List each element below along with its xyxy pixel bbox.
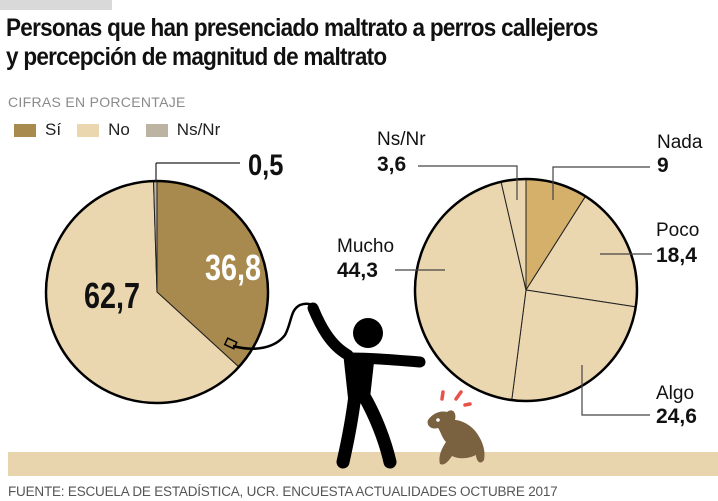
- label-poco-name: Poco: [656, 220, 699, 241]
- pie-chart-magnitude: [413, 177, 639, 403]
- label-nada-value: 9: [657, 154, 669, 177]
- legend: Sí No Ns/Nr: [14, 120, 236, 140]
- label-no-value: 62,7: [84, 275, 140, 316]
- leader-line-algo: [581, 365, 650, 416]
- legend-item-si: Sí: [14, 120, 61, 140]
- pie-outline: [413, 177, 639, 403]
- leader-line-ns-nr-right: [418, 165, 518, 200]
- legend-swatch-nsnr: [145, 123, 168, 137]
- legend-swatch-si: [14, 123, 36, 137]
- source-note: FUENTE: ESCUELA DE ESTADÍSTICA, UCR. ENC…: [8, 484, 558, 499]
- label-ns-nr-right-value: 3,6: [377, 153, 406, 176]
- label-ns-nr-left: 0,5: [248, 148, 283, 181]
- ground-strip: [8, 452, 718, 476]
- legend-item-no: No: [77, 120, 130, 140]
- label-nada-name: Nada: [657, 132, 703, 153]
- legend-label-no: No: [108, 120, 130, 139]
- legend-label-nsnr: Ns/Nr: [176, 120, 221, 139]
- legend-item-nsnr: Ns/Nr: [145, 120, 221, 140]
- alarm-marks-icon: [440, 390, 472, 407]
- chart-title: Personas que han presenciado maltrato a …: [6, 14, 645, 72]
- legend-label-si: Sí: [45, 120, 62, 139]
- label-algo-value: 24,6: [656, 405, 697, 428]
- man-figure-icon: [307, 302, 426, 469]
- top-bar: [0, 0, 112, 10]
- label-poco-value: 18,4: [656, 244, 697, 267]
- label-algo-name: Algo: [656, 383, 694, 404]
- chart-subtitle: CIFRAS EN PORCENTAJE: [8, 94, 186, 110]
- label-mucho-name: Mucho: [337, 236, 394, 257]
- pie-outline: [44, 179, 270, 405]
- title-line-1: Personas que han presenciado maltrato a …: [6, 14, 598, 42]
- label-mucho-value: 44,3: [337, 259, 378, 282]
- dog-icon: [427, 410, 485, 465]
- title-line-2: y percepción de magnitud de maltrato: [6, 43, 387, 71]
- pie-slice-algo: [511, 289, 637, 402]
- legend-swatch-no: [77, 123, 100, 137]
- whip-tip-icon: [223, 337, 238, 350]
- label-ns-nr-right-name: Ns/Nr: [377, 129, 426, 150]
- leader-line-nada: [552, 166, 650, 200]
- label-si-value: 36,8: [205, 247, 261, 288]
- pie-chart-witnessed: [44, 179, 270, 405]
